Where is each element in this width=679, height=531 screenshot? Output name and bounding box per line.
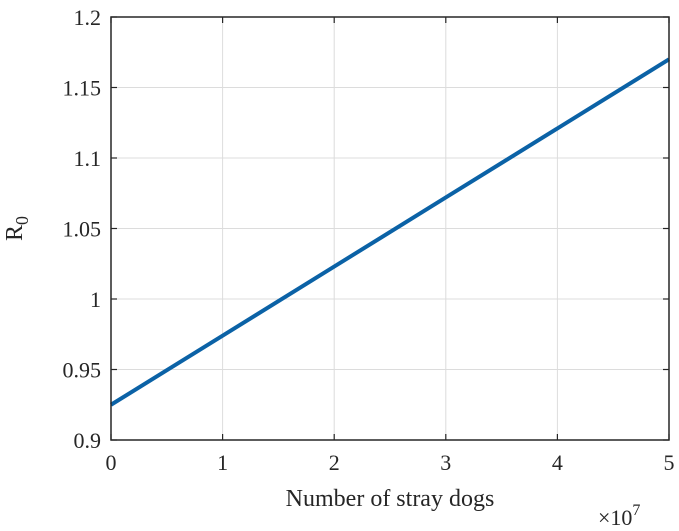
y-tick-label: 1.15: [63, 76, 102, 101]
x-tick-label: 0: [106, 450, 117, 475]
y-tick-label: 1.05: [63, 217, 102, 242]
x-axis-multiplier-base: ×10: [598, 505, 632, 530]
x-axis-multiplier-exponent: 7: [632, 502, 640, 519]
y-axis-label-subscript: 0: [12, 216, 32, 225]
axis-ticks: [110, 16, 670, 441]
x-axis-multiplier: ×107: [598, 502, 640, 530]
grid-lines: [110, 16, 670, 441]
x-tick-label: 3: [440, 450, 451, 475]
series-layer: [109, 57, 671, 407]
y-tick-label: 1.2: [74, 5, 102, 30]
y-tick-labels: 0.9 0.95 1 1.05 1.1 1.15 1.2: [63, 5, 102, 453]
y-axis-label-main: R: [2, 225, 28, 241]
y-tick-label: 1: [90, 287, 101, 312]
y-tick-label: 0.95: [63, 358, 102, 383]
x-tick-label: 5: [664, 450, 675, 475]
y-tick-label: 1.1: [74, 146, 102, 171]
x-axis-label: Number of stray dogs: [286, 486, 495, 512]
x-tick-label: 2: [329, 450, 340, 475]
series-line: [109, 57, 671, 407]
x-tick-label: 1: [217, 450, 228, 475]
y-axis-label: R0: [2, 216, 32, 241]
x-tick-labels: 0 1 2 3 4 5: [106, 450, 675, 475]
x-tick-label: 4: [552, 450, 563, 475]
y-tick-label: 0.9: [74, 428, 102, 453]
